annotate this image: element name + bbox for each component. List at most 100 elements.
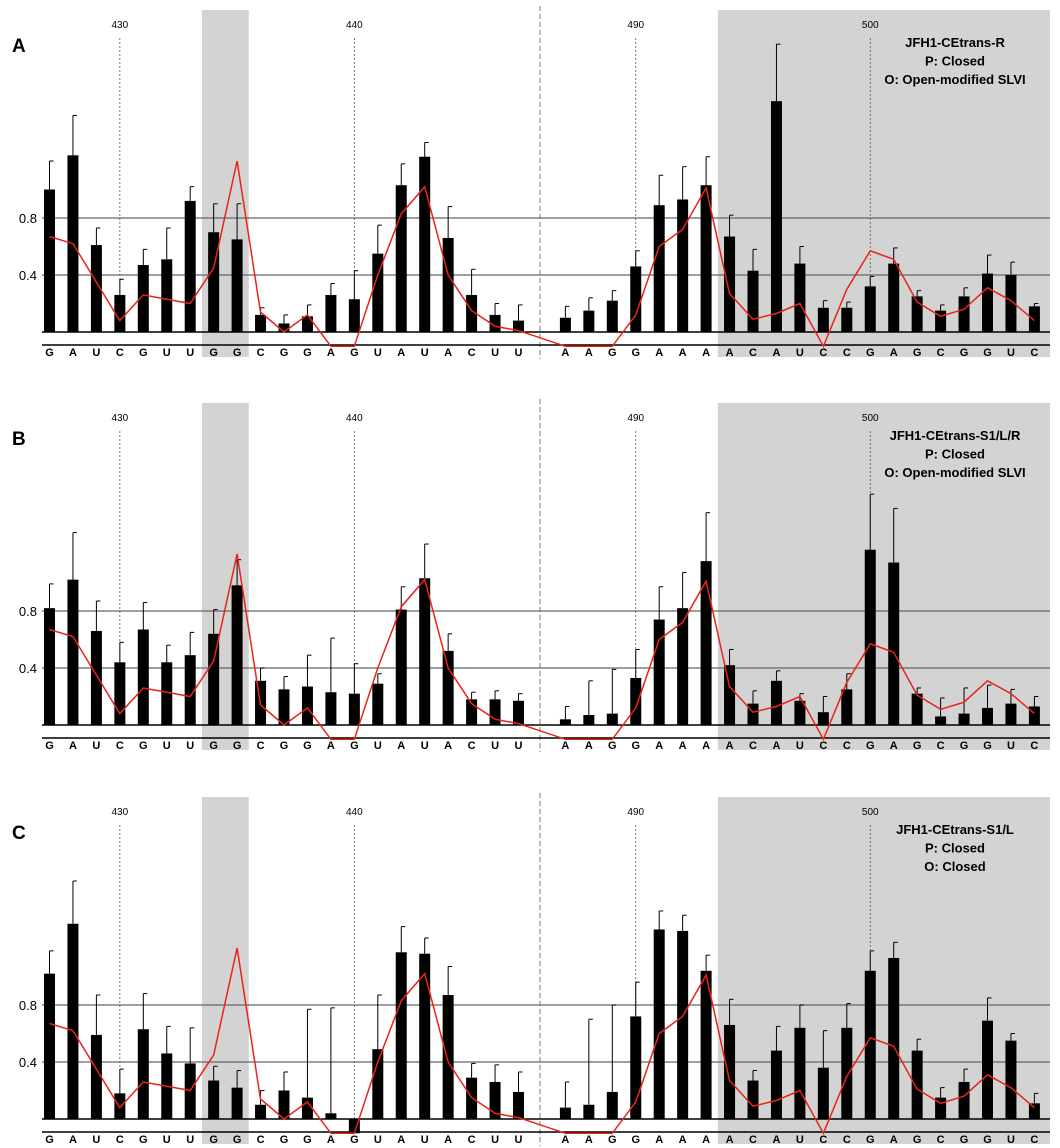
- bar: [841, 689, 853, 725]
- nucleotide-label: G: [350, 1134, 359, 1146]
- bar: [90, 1034, 102, 1119]
- bar: [583, 1104, 595, 1119]
- nucleotide-label: A: [585, 347, 593, 359]
- bar: [395, 185, 407, 332]
- nucleotide-label: G: [960, 740, 969, 752]
- bar: [864, 549, 876, 725]
- bar: [325, 692, 337, 725]
- bar: [724, 1024, 736, 1119]
- nucleotide-label: A: [561, 740, 569, 752]
- bar: [935, 716, 947, 725]
- nucleotide-label: C: [1030, 1134, 1038, 1146]
- panel-label: C: [12, 823, 26, 844]
- bar: [372, 1049, 384, 1119]
- nucleotide-label: G: [233, 740, 242, 752]
- nucleotide-label: A: [655, 740, 663, 752]
- bar: [606, 300, 618, 332]
- nucleotide-label: C: [843, 1134, 851, 1146]
- bar: [44, 189, 55, 332]
- bar: [677, 199, 689, 332]
- panel-title-line: O: Open-modified SLVI: [884, 72, 1025, 87]
- nucleotide-label: A: [327, 740, 335, 752]
- y-tick-label: 0.8: [19, 998, 37, 1013]
- bar: [700, 561, 712, 725]
- nucleotide-label: A: [327, 347, 335, 359]
- nucleotide-label: A: [890, 740, 898, 752]
- bar: [301, 316, 313, 332]
- position-marker-label: 500: [862, 413, 879, 424]
- bar: [630, 1016, 642, 1119]
- bar: [208, 1080, 220, 1119]
- bar: [653, 929, 665, 1119]
- position-marker-label: 500: [862, 807, 879, 818]
- bar: [817, 1067, 829, 1119]
- nucleotide-label: G: [350, 740, 359, 752]
- bar: [67, 923, 79, 1119]
- nucleotide-label: U: [186, 740, 194, 752]
- bar: [653, 619, 665, 725]
- nucleotide-label: G: [608, 347, 617, 359]
- bar: [911, 1050, 923, 1119]
- bar: [559, 1107, 571, 1119]
- bar: [137, 1029, 149, 1119]
- bar: [700, 970, 712, 1119]
- panel-title-line: P: Closed: [925, 54, 985, 69]
- nucleotide-label: A: [69, 1134, 77, 1146]
- nucleotide-label: G: [280, 1134, 289, 1146]
- bar: [114, 662, 126, 725]
- nucleotide-label: U: [796, 740, 804, 752]
- bar: [489, 314, 501, 332]
- bar: [231, 1087, 243, 1119]
- bar: [817, 307, 829, 332]
- position-marker-label: 440: [346, 20, 363, 31]
- nucleotide-label: G: [209, 1134, 218, 1146]
- nucleotide-label: C: [468, 740, 476, 752]
- bar: [348, 1119, 360, 1134]
- nucleotide-label: G: [303, 740, 312, 752]
- panel-title-line: O: Open-modified SLVI: [884, 465, 1025, 480]
- nucleotide-label: A: [444, 740, 452, 752]
- bar: [255, 1104, 267, 1119]
- nucleotide-label: U: [1007, 347, 1015, 359]
- bar: [1005, 275, 1017, 332]
- nucleotide-label: G: [866, 740, 875, 752]
- nucleotide-label: C: [749, 1134, 757, 1146]
- reference-profile-line: [49, 160, 1035, 349]
- nucleotide-label: G: [45, 1134, 54, 1146]
- nucleotide-label: A: [561, 1134, 569, 1146]
- bar: [114, 1093, 126, 1119]
- nucleotide-label: U: [491, 740, 499, 752]
- shaded-region: [717, 403, 1050, 750]
- nucleotide-label: U: [796, 347, 804, 359]
- bar: [935, 1097, 947, 1119]
- nucleotide-label: A: [397, 740, 405, 752]
- bar: [372, 253, 384, 332]
- nucleotide-label: U: [92, 740, 100, 752]
- nucleotide-label: G: [866, 1134, 875, 1146]
- bar: [864, 286, 876, 332]
- nucleotide-label: G: [983, 347, 992, 359]
- bar: [583, 715, 595, 725]
- bar: [1005, 703, 1017, 725]
- bar: [513, 700, 524, 725]
- nucleotide-label: A: [397, 1134, 405, 1146]
- bar: [161, 662, 173, 725]
- panel-title-line: O: Closed: [924, 859, 985, 874]
- bar: [559, 317, 571, 332]
- bar: [489, 699, 501, 725]
- nucleotide-label: A: [726, 347, 734, 359]
- bar: [911, 296, 923, 332]
- bar: [114, 294, 126, 332]
- nucleotide-label: C: [257, 347, 265, 359]
- y-tick-label: 0.4: [19, 268, 37, 283]
- bar: [325, 1113, 337, 1119]
- bar: [794, 700, 806, 725]
- bar: [770, 1050, 782, 1119]
- panel-title-line: JFH1-CEtrans-S1/L: [896, 822, 1014, 837]
- panel-label: A: [12, 36, 26, 57]
- bar: [982, 1020, 993, 1119]
- panel-C: 430 440 490 500 0.8 0.4 G A U C G U U G G C G G A G U A U A C U U A…: [12, 793, 1050, 1146]
- nucleotide-label: U: [421, 740, 429, 752]
- bar: [208, 633, 220, 725]
